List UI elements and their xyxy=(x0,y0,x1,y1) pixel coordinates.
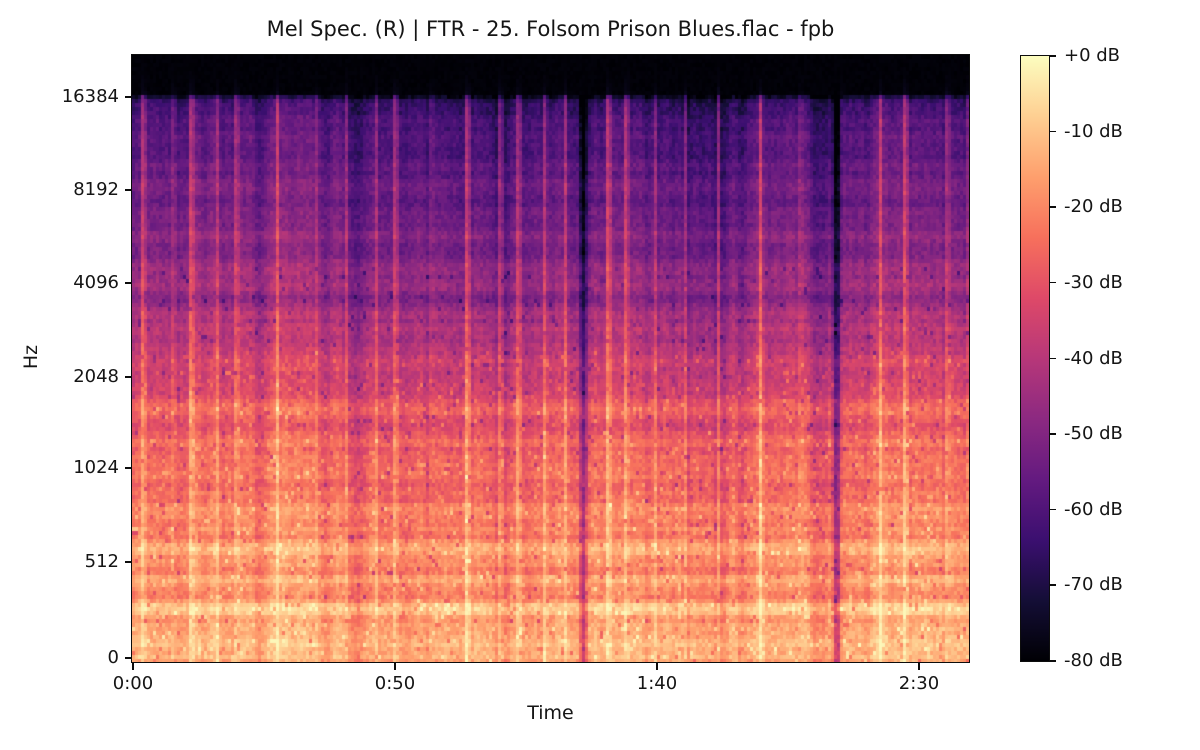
y-tick-mark xyxy=(125,657,132,659)
colorbar-tick-mark xyxy=(1049,206,1056,208)
y-tick-label: 2048 xyxy=(73,366,119,387)
x-tick-mark xyxy=(132,663,134,670)
colorbar xyxy=(1020,55,1050,662)
colorbar-tick-label: -10 dB xyxy=(1064,120,1123,142)
y-tick-mark xyxy=(125,96,132,98)
spectrogram-image xyxy=(132,55,969,662)
colorbar-tick-mark xyxy=(1049,660,1056,662)
colorbar-tick-mark xyxy=(1049,357,1056,359)
y-tick-label: 4096 xyxy=(73,272,119,293)
colorbar-tick-label: +0 dB xyxy=(1064,45,1121,66)
colorbar-tick-label: -40 dB xyxy=(1064,347,1123,369)
y-tick-label: 0 xyxy=(107,647,119,668)
x-tick-mark xyxy=(394,663,396,670)
colorbar-tick-mark xyxy=(1049,508,1056,511)
y-tick-label: 512 xyxy=(84,551,119,572)
y-tick-mark xyxy=(125,467,132,469)
colorbar-tick-label: -70 dB xyxy=(1064,574,1123,596)
chart-title: Mel Spec. (R) | FTR - 25. Folsom Prison … xyxy=(266,17,835,41)
y-tick-label: 16384 xyxy=(61,86,119,107)
x-tick-mark xyxy=(918,663,920,670)
colorbar-tick-mark xyxy=(1049,584,1056,586)
y-tick-mark xyxy=(125,561,132,563)
colorbar-tick-mark xyxy=(1049,130,1056,133)
y-tick-mark xyxy=(125,376,132,378)
x-tick-label: 1:40 xyxy=(636,673,678,694)
colorbar-tick-mark xyxy=(1049,55,1056,57)
colorbar-tick-label: -80 dB xyxy=(1064,650,1123,671)
colorbar-tick-label: -20 dB xyxy=(1064,196,1123,218)
spectrogram-plot-area xyxy=(132,55,969,662)
y-tick-label: 1024 xyxy=(73,457,119,478)
x-tick-mark xyxy=(656,663,658,670)
y-tick-mark xyxy=(125,189,132,191)
y-tick-label: 8192 xyxy=(73,179,119,200)
y-tick-mark xyxy=(125,282,132,284)
colorbar-tick-label: -30 dB xyxy=(1064,271,1123,293)
x-tick-label: 2:30 xyxy=(898,673,940,694)
colorbar-tick-mark xyxy=(1049,281,1056,284)
colorbar-tick-label: -60 dB xyxy=(1064,498,1123,520)
x-tick-label: 0:00 xyxy=(112,673,154,694)
colorbar-tick-label: -50 dB xyxy=(1064,423,1123,445)
colorbar-tick-mark xyxy=(1049,433,1056,435)
x-axis-label: Time xyxy=(527,702,574,724)
x-tick-label: 0:50 xyxy=(374,673,416,694)
